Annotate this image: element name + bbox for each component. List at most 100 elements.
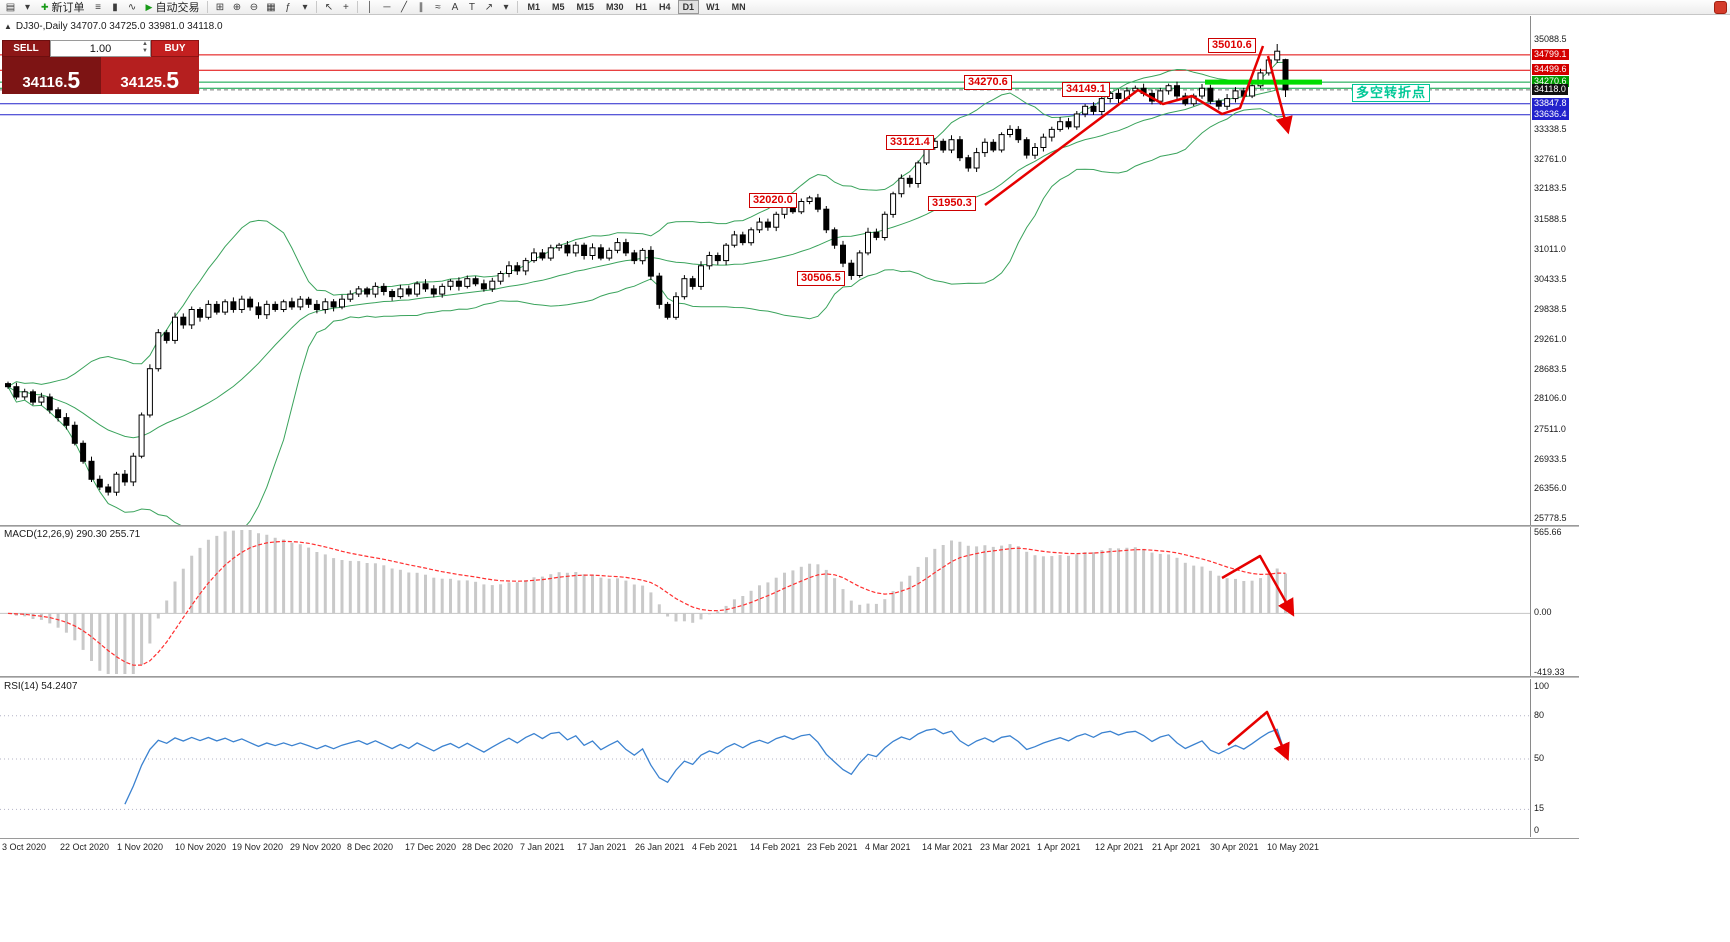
trendline-icon[interactable]: ╱ — [400, 1, 407, 13]
rsi-axis-label: 15 — [1534, 803, 1545, 813]
price-axis-label: 29838.5 — [1534, 304, 1567, 314]
indicators-icon[interactable]: ƒ — [285, 1, 291, 13]
rsi-axis[interactable]: 100 80 50 15 0 — [1530, 679, 1580, 837]
auto-trading-button[interactable]: ▶ 自动交易 — [141, 0, 205, 15]
price-axis-label: 31588.5 — [1534, 214, 1567, 224]
toolbar-separator — [207, 1, 209, 13]
price-axis-label: 34799.1 — [1532, 49, 1569, 60]
timeframe-m1[interactable]: M1 — [527, 2, 540, 12]
price-axis[interactable]: 35088.5 34799.1 34499.6 34270.6 34118.0 33847… — [1530, 16, 1580, 525]
price-annotation[interactable]: 34270.6 — [964, 75, 1012, 90]
turning-point-callout[interactable]: 多空转折点 — [1352, 84, 1431, 102]
price-annotation[interactable]: 30506.5 — [797, 271, 845, 286]
date-label: 23 Feb 2021 — [807, 842, 858, 852]
macd-axis-label: -419.33 — [1534, 667, 1565, 677]
rsi-label: RSI(14) 54.2407 — [4, 681, 78, 692]
zoom-out-icon[interactable]: ⊖ — [249, 1, 259, 13]
spinner-up-icon[interactable]: ▲ — [142, 41, 148, 47]
fibonacci-icon[interactable]: ≈ — [435, 1, 441, 13]
crosshair-icon[interactable]: + — [343, 1, 349, 13]
macd-axis-label: 565.66 — [1534, 527, 1562, 537]
date-label: 23 Mar 2021 — [980, 842, 1031, 852]
volume-input[interactable]: 1.00 ▲ ▼ — [50, 40, 151, 57]
date-label: 1 Apr 2021 — [1037, 842, 1081, 852]
price-axis-label: 33338.5 — [1534, 124, 1567, 134]
price-annotation[interactable]: 35010.6 — [1208, 38, 1256, 53]
macd-canvas[interactable] — [0, 527, 1530, 676]
date-label: 22 Oct 2020 — [60, 842, 110, 852]
macd-axis-label: 0.00 — [1534, 607, 1552, 617]
timeframe-d1[interactable]: D1 — [677, 0, 700, 14]
date-label: 28 Dec 2020 — [462, 842, 514, 852]
volume-spinner[interactable]: ▲ ▼ — [142, 41, 148, 55]
macd-pane[interactable]: MACD(12,26,9) 290.30 255.71 — [0, 527, 1530, 676]
zoom-in-icon[interactable]: ⊕ — [232, 1, 242, 13]
new-order-button[interactable]: ✚ 新订单 — [36, 0, 90, 15]
bar-chart-mode-icon[interactable]: ≡ — [95, 1, 101, 13]
more-tools-icon[interactable]: ▾ — [503, 1, 509, 13]
one-click-trading-panel: SELL 1.00 ▲ ▼ BUY 34116. 5 34125. 5 — [2, 40, 199, 94]
price-annotation[interactable]: 31950.3 — [928, 196, 976, 211]
timeframe-m30[interactable]: M30 — [606, 2, 624, 12]
timeframe-m15[interactable]: M15 — [576, 2, 595, 12]
timeframe-h4[interactable]: H4 — [659, 2, 671, 12]
candlestick-mode-icon[interactable]: ▮ — [112, 1, 118, 13]
line-chart-mode-icon[interactable]: ∿ — [127, 1, 137, 13]
bid-price-button[interactable]: 34116. 5 — [2, 57, 101, 94]
new-chart-icon[interactable]: ▤ — [5, 1, 16, 13]
new-order-button-label: 新订单 — [51, 2, 85, 14]
macd-axis[interactable]: 565.66 0.00 -419.33 — [1530, 527, 1580, 677]
date-label: 3 Oct 2020 — [2, 842, 47, 852]
date-label: 1 Nov 2020 — [117, 842, 164, 852]
tile-windows-icon[interactable]: ⊞ — [215, 1, 225, 13]
profiles-icon[interactable]: ▾ — [24, 1, 31, 13]
price-axis-label: 34270.6 — [1532, 76, 1569, 87]
price-axis-label: 34118.0 — [1532, 84, 1568, 95]
auto-trading-button-label: 自动交易 — [155, 2, 200, 14]
price-chart-canvas[interactable] — [0, 16, 1530, 539]
collapse-panel-icon[interactable]: ▲ — [4, 22, 12, 31]
timeframe-h1[interactable]: H1 — [635, 2, 648, 12]
price-axis-label: 31011.0 — [1534, 244, 1566, 254]
arrows-tool-icon[interactable]: ↗ — [484, 1, 494, 13]
date-label: 12 Apr 2021 — [1095, 842, 1144, 852]
date-label: 4 Mar 2021 — [865, 842, 911, 852]
channel-icon[interactable]: ∥ — [418, 1, 424, 13]
spinner-down-icon[interactable]: ▼ — [142, 48, 148, 54]
price-annotation[interactable]: 32020.0 — [749, 193, 797, 208]
chart-header: ▲ DJ30-,Daily 34707.0 34725.0 33981.0 34… — [4, 21, 223, 32]
bid-price-pip: 5 — [67, 67, 81, 93]
grid-icon[interactable]: ▦ — [266, 1, 276, 13]
timeframe-w1[interactable]: W1 — [706, 2, 720, 12]
price-axis-label: 27511.0 — [1534, 424, 1566, 434]
time-axis[interactable]: 3 Oct 2020 22 Oct 2020 1 Nov 2020 10 Nov 20… — [0, 838, 1579, 856]
timeframe-m5[interactable]: M5 — [551, 2, 565, 12]
macd-values: 290.30 255.71 — [76, 529, 141, 540]
date-label: 30 Apr 2021 — [1210, 842, 1259, 852]
rsi-canvas[interactable] — [0, 679, 1530, 837]
chart-annotations-layer: 35010.6 34270.6 34149.1 33121.4 32020.0 31950… — [0, 16, 1530, 525]
panel-separator[interactable] — [0, 525, 1579, 527]
buy-button[interactable]: BUY — [151, 40, 199, 57]
timeframe-mn[interactable]: MN — [731, 2, 746, 12]
price-axis-label: 30433.5 — [1534, 274, 1567, 284]
price-axis-label: 34499.6 — [1532, 64, 1569, 75]
sell-button[interactable]: SELL — [2, 40, 50, 57]
panel-separator[interactable] — [0, 676, 1579, 678]
price-annotation[interactable]: 33121.4 — [886, 135, 934, 150]
indicators-dropdown-icon[interactable]: ▾ — [302, 1, 308, 13]
news-alert-icon[interactable] — [1714, 1, 1727, 14]
date-label: 26 Jan 2021 — [635, 842, 685, 852]
date-label: 19 Nov 2020 — [232, 842, 284, 852]
price-annotation[interactable]: 34149.1 — [1062, 82, 1110, 97]
cursor-icon[interactable]: ↖ — [324, 1, 334, 13]
vertical-line-icon[interactable]: │ — [366, 1, 374, 13]
date-label: 17 Dec 2020 — [405, 842, 457, 852]
text-icon[interactable]: A — [451, 1, 459, 13]
label-icon[interactable]: T — [468, 1, 476, 13]
price-axis-label: 25778.5 — [1534, 513, 1567, 523]
price-chart-pane[interactable]: 35010.6 34270.6 34149.1 33121.4 32020.0 31950… — [0, 16, 1530, 539]
ask-price-button[interactable]: 34125. 5 — [100, 57, 199, 94]
horizontal-line-icon[interactable]: ─ — [383, 1, 391, 13]
rsi-pane[interactable]: RSI(14) 54.2407 — [0, 679, 1530, 837]
